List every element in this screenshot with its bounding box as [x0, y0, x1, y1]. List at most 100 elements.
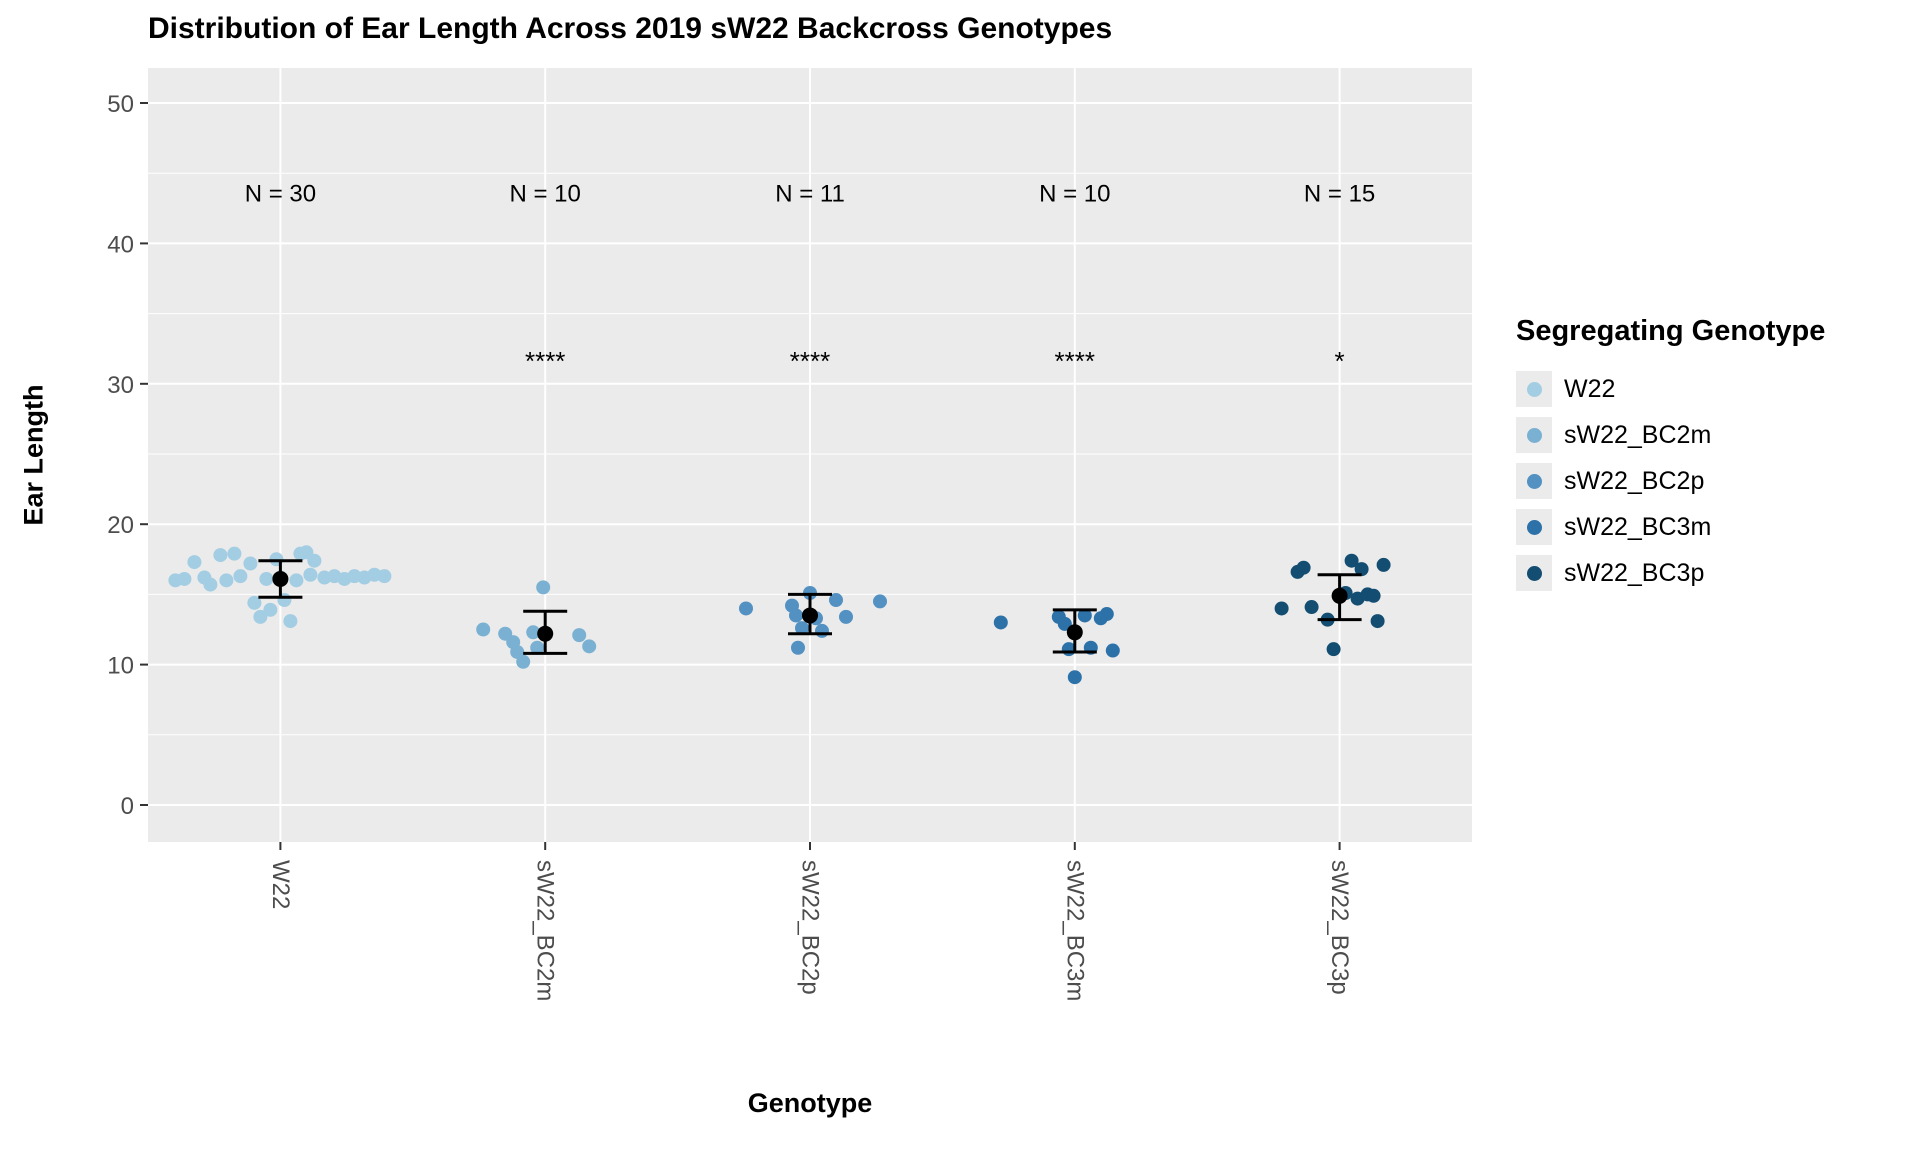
legend-item-label: sW22_BC2m: [1564, 420, 1712, 449]
data-point: [1376, 557, 1391, 572]
errorbar-sW22_BC2m: [523, 609, 568, 655]
data-point: [1370, 614, 1385, 629]
x-tick-label: sW22_BC3p: [1326, 860, 1353, 995]
legend-item: sW22_BC2m: [1516, 412, 1825, 458]
data-point: [203, 577, 218, 592]
legend-dot-icon: [1526, 473, 1542, 489]
points-group-sW22_BC2m: [476, 580, 597, 669]
data-point: [1354, 562, 1369, 577]
significance-label: *: [1335, 346, 1345, 376]
data-point: [739, 601, 753, 616]
data-point: [873, 594, 887, 609]
data-point: [243, 556, 258, 571]
legend-item: sW22_BC3m: [1516, 504, 1825, 550]
y-tick-label: 30: [107, 372, 134, 399]
legend-dot-icon: [1526, 381, 1542, 397]
data-point: [530, 640, 545, 655]
legend-key-swatch: [1516, 509, 1552, 545]
legend-key-swatch: [1516, 417, 1552, 453]
legend-dot-icon: [1526, 427, 1542, 443]
x-axis-title: Genotype: [747, 1088, 873, 1118]
data-point: [789, 608, 803, 623]
chart-title: Distribution of Ear Length Across 2019 s…: [148, 12, 1113, 45]
data-point: [526, 625, 541, 640]
data-point: [259, 571, 274, 586]
gridlines: [148, 68, 1472, 842]
legend-item-label: W22: [1564, 374, 1616, 403]
data-point: [572, 628, 587, 643]
data-point: [1099, 607, 1114, 622]
data-point: [253, 609, 268, 624]
errorbar-sW22_BC3m: [1052, 608, 1097, 654]
significance-label: ****: [1055, 346, 1095, 376]
n-label: N = 10: [1039, 180, 1110, 207]
legend-key-swatch: [1516, 463, 1552, 499]
x-tick-label: W22: [267, 860, 294, 909]
data-point: [795, 621, 809, 636]
data-point: [815, 623, 829, 638]
n-label: N = 10: [510, 180, 581, 207]
y-tick-label: 40: [107, 231, 134, 258]
legend-dot-icon: [1526, 565, 1542, 581]
significance-label: ****: [525, 346, 565, 376]
n-label: N = 11: [775, 180, 845, 207]
data-point: [187, 555, 202, 570]
mean-point: [1066, 624, 1083, 641]
data-point: [993, 615, 1008, 630]
data-point: [1274, 601, 1289, 616]
errorbar-W22: [258, 559, 303, 599]
y-tick-label: 20: [107, 512, 134, 539]
data-point: [1067, 670, 1082, 685]
data-point: [1105, 643, 1120, 658]
legend-title: Segregating Genotype: [1516, 315, 1826, 347]
data-point: [219, 573, 234, 588]
legend: Segregating Genotype W22 sW22_BC2m sW22_…: [1516, 315, 1825, 596]
mean-point: [272, 570, 289, 587]
errorbar-sW22_BC2p: [788, 592, 832, 636]
significance-label: ****: [790, 346, 830, 376]
y-tick-label: 50: [107, 91, 134, 118]
data-point: [1366, 588, 1381, 603]
n-label: N = 15: [1304, 180, 1375, 207]
y-axis-title: Ear Length: [18, 384, 49, 526]
data-point: [1296, 560, 1311, 575]
data-point: [247, 595, 262, 610]
data-point: [1326, 642, 1341, 657]
legend-item: sW22_BC3p: [1516, 550, 1825, 596]
mean-point: [537, 625, 554, 642]
data-point: [227, 546, 242, 561]
mean-point: [1331, 587, 1348, 604]
data-point: [839, 609, 853, 624]
data-point: [1077, 608, 1092, 623]
legend-key-swatch: [1516, 371, 1552, 407]
data-point: [1344, 553, 1359, 568]
data-point: [177, 571, 192, 586]
data-point: [476, 622, 491, 637]
y-tick-label: 10: [107, 653, 134, 680]
data-point: [289, 573, 304, 588]
data-point: [1304, 600, 1319, 615]
x-tick-label: sW22_BC2m: [532, 860, 559, 1001]
data-point: [1057, 616, 1072, 631]
data-point: [582, 639, 597, 654]
data-point: [307, 553, 322, 568]
legend-item: W22: [1516, 366, 1825, 412]
data-point: [791, 640, 805, 655]
x-tick-label: sW22_BC3m: [1061, 860, 1088, 1001]
data-point: [829, 593, 843, 608]
legend-item-label: sW22_BC3p: [1564, 558, 1705, 587]
n-label: N = 30: [245, 180, 316, 207]
legend-dot-icon: [1526, 519, 1542, 535]
data-point: [233, 569, 248, 584]
data-point: [263, 602, 278, 617]
data-point: [303, 567, 318, 582]
legend-item-label: sW22_BC2p: [1564, 466, 1705, 495]
legend-item: sW22_BC2p: [1516, 458, 1825, 504]
y-tick-label: 0: [121, 793, 134, 820]
mean-point: [802, 607, 818, 624]
legend-key-swatch: [1516, 555, 1552, 591]
data-point: [516, 654, 531, 669]
data-point: [283, 614, 298, 629]
